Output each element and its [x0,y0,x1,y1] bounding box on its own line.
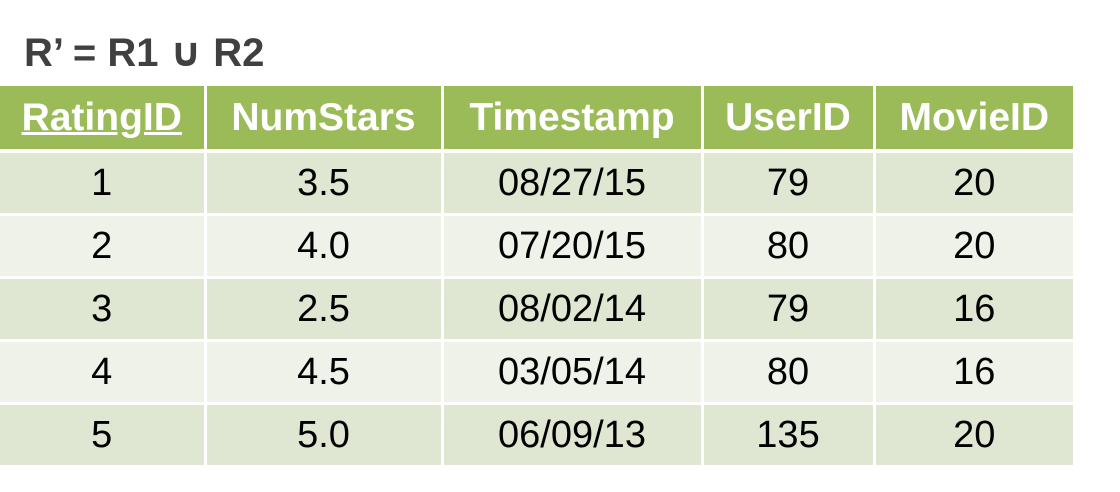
relation-table: RatingID NumStars Timestamp UserID Movie… [0,86,1073,468]
column-header-ratingid: RatingID [0,86,205,153]
table-cell: 80 [700,340,874,405]
table-cell: 3.5 [203,151,442,216]
table-cell: 08/27/15 [440,151,702,216]
table-cell: 16 [872,277,1073,342]
table-row: 2 4.0 07/20/15 80 20 [0,214,1073,279]
table-cell: 3 [0,277,205,342]
column-header-userid: UserID [700,86,874,153]
table-row: 3 2.5 08/02/14 79 16 [0,277,1073,342]
table-row: 4 4.5 03/05/14 80 16 [0,340,1073,405]
table-row: 1 3.5 08/27/15 79 20 [0,151,1073,216]
column-header-timestamp: Timestamp [440,86,702,153]
table-cell: 03/05/14 [440,340,702,405]
table-cell: 4.0 [203,214,442,279]
table-cell: 4.5 [203,340,442,405]
table-row: 5 5.0 06/09/13 135 20 [0,403,1073,468]
table-cell: 1 [0,151,205,216]
primary-key-label: RatingID [21,95,182,139]
column-header-movieid: MovieID [872,86,1073,153]
table-cell: 07/20/15 [440,214,702,279]
table-cell: 5.0 [203,403,442,468]
slide-title: R’ = R1 ∪ R2 [24,31,265,75]
column-header-numstars: NumStars [203,86,442,153]
header-row: RatingID NumStars Timestamp UserID Movie… [0,86,1073,153]
table-cell: 2 [0,214,205,279]
table-cell: 20 [872,403,1073,468]
table-cell: 79 [700,277,874,342]
table-cell: 5 [0,403,205,468]
table-cell: 08/02/14 [440,277,702,342]
table-cell: 4 [0,340,205,405]
table-cell: 20 [872,151,1073,216]
table-cell: 135 [700,403,874,468]
table-cell: 16 [872,340,1073,405]
table-cell: 06/09/13 [440,403,702,468]
table-cell: 80 [700,214,874,279]
table-cell: 2.5 [203,277,442,342]
table-cell: 20 [872,214,1073,279]
table-cell: 79 [700,151,874,216]
